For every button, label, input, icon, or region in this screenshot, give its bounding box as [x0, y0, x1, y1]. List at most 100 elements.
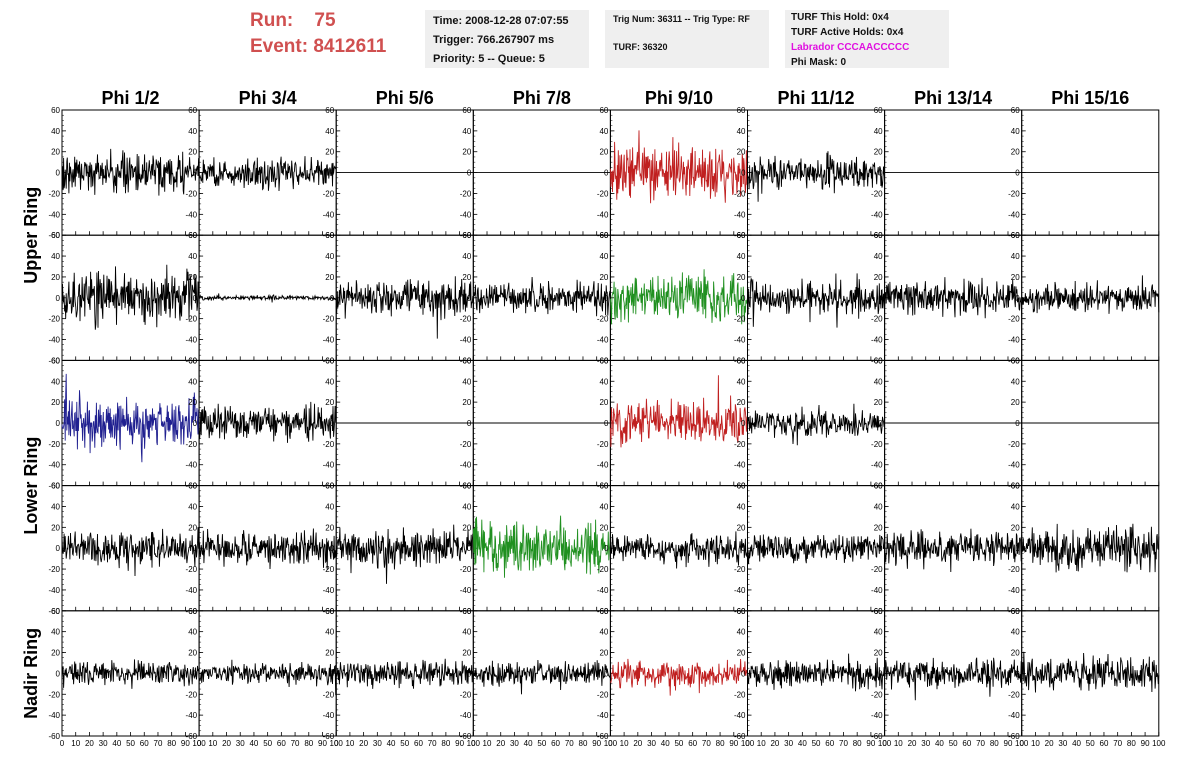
y-tick-label: 20 [737, 649, 746, 658]
waveform-trace [198, 156, 337, 192]
y-tick-label: 60 [188, 482, 197, 491]
run-event-label: Run: 75 Event: 8412611 [250, 8, 386, 60]
run-line: Run: 75 [250, 8, 386, 34]
x-tick-label: 50 [1086, 739, 1095, 748]
column-title: Phi 13/14 [914, 88, 992, 108]
y-tick-label: 0 [741, 419, 746, 428]
y-tick-label: 20 [462, 398, 471, 407]
y-tick-label: -40 [323, 461, 335, 470]
x-tick-label: 100 [192, 739, 206, 748]
y-tick-label: 20 [51, 398, 60, 407]
y-tick-label: -20 [734, 565, 746, 574]
y-tick-label: 60 [599, 231, 608, 240]
y-tick-label: 60 [462, 356, 471, 365]
x-tick-label: 80 [304, 739, 313, 748]
y-tick-label: 20 [462, 523, 471, 532]
y-tick-label: 0 [330, 544, 335, 553]
y-tick-label: 60 [1011, 231, 1020, 240]
y-tick-label: -20 [460, 189, 472, 198]
x-tick-label: 40 [112, 739, 121, 748]
x-tick-label: 60 [688, 739, 697, 748]
y-tick-label: 20 [188, 398, 197, 407]
y-tick-label: 60 [325, 356, 334, 365]
waveform-trace [609, 130, 748, 204]
y-tick-label: -40 [1008, 711, 1020, 720]
y-tick-label: 0 [741, 544, 746, 553]
x-tick-label: 30 [236, 739, 245, 748]
y-tick-label: 60 [325, 231, 334, 240]
y-tick-label: 60 [599, 106, 608, 115]
x-tick-label: 10 [483, 739, 492, 748]
y-tick-label: 0 [1015, 419, 1020, 428]
waveform-trace [1021, 275, 1160, 314]
column-title: Phi 1/2 [102, 88, 160, 108]
y-tick-label: 0 [467, 669, 472, 678]
y-tick-label: -60 [734, 607, 746, 616]
x-tick-label: 30 [647, 739, 656, 748]
x-tick-label: 10 [208, 739, 217, 748]
y-tick-label: 0 [1015, 294, 1020, 303]
y-tick-label: 40 [874, 377, 883, 386]
waveform-trace [609, 375, 748, 448]
y-tick-label: 20 [462, 649, 471, 658]
y-tick-label: 0 [878, 169, 883, 178]
x-tick-label: 60 [277, 739, 286, 748]
ring-label: Nadir Ring [21, 628, 41, 719]
y-tick-label: 0 [193, 669, 198, 678]
y-tick-label: 60 [51, 106, 60, 115]
y-tick-label: 0 [1015, 169, 1020, 178]
y-tick-label: -60 [48, 231, 60, 240]
time-text: Time: 2008-12-28 07:07:55 [433, 15, 569, 27]
y-tick-label: 20 [462, 148, 471, 157]
y-tick-label: 60 [599, 607, 608, 616]
waveform-trace [335, 658, 474, 689]
y-tick-label: -20 [323, 565, 335, 574]
turf-this-hold-text: TURF This Hold: 0x4 [791, 12, 889, 23]
y-tick-label: 60 [737, 231, 746, 240]
y-tick-label: 0 [604, 544, 609, 553]
y-tick-label: -60 [460, 231, 472, 240]
y-tick-label: -40 [460, 210, 472, 219]
waveform-trace [335, 524, 474, 584]
y-tick-label: -20 [48, 315, 60, 324]
y-tick-label: 60 [51, 482, 60, 491]
waveform-trace [61, 264, 200, 330]
x-tick-label: 40 [1072, 739, 1081, 748]
y-tick-label: -40 [186, 210, 198, 219]
y-tick-label: 0 [878, 669, 883, 678]
waveform-trace [884, 657, 1023, 701]
y-tick-label: 0 [467, 169, 472, 178]
x-tick-label: 60 [414, 739, 423, 748]
waveform-trace [472, 515, 611, 578]
y-tick-label: -40 [1008, 210, 1020, 219]
y-tick-label: -40 [597, 586, 609, 595]
y-tick-label: 60 [325, 607, 334, 616]
x-tick-label: 30 [1058, 739, 1067, 748]
y-tick-label: 60 [51, 356, 60, 365]
y-tick-label: -20 [597, 189, 609, 198]
y-tick-label: -20 [186, 565, 198, 574]
y-tick-label: -40 [460, 586, 472, 595]
y-tick-label: -60 [597, 231, 609, 240]
x-tick-label: 20 [770, 739, 779, 748]
y-tick-label: 20 [599, 273, 608, 282]
waveform-trace [747, 653, 886, 692]
x-tick-label: 100 [741, 739, 755, 748]
y-tick-label: 40 [462, 628, 471, 637]
column-title: Phi 3/4 [239, 88, 297, 108]
y-tick-label: 60 [51, 231, 60, 240]
x-tick-label: 90 [181, 739, 190, 748]
x-tick-label: 70 [1113, 739, 1122, 748]
y-tick-label: 60 [737, 482, 746, 491]
y-tick-label: -60 [597, 607, 609, 616]
y-tick-label: 40 [737, 377, 746, 386]
y-tick-label: 20 [51, 148, 60, 157]
run-label: Run: [250, 10, 294, 31]
turf-info-box: TURF This Hold: 0x4 TURF Active Holds: 0… [785, 10, 949, 68]
y-tick-label: 0 [193, 169, 198, 178]
y-tick-label: 20 [737, 148, 746, 157]
y-tick-label: 0 [330, 169, 335, 178]
y-tick-label: -20 [871, 565, 883, 574]
waveform-trace [747, 534, 886, 565]
y-tick-label: -40 [1008, 461, 1020, 470]
